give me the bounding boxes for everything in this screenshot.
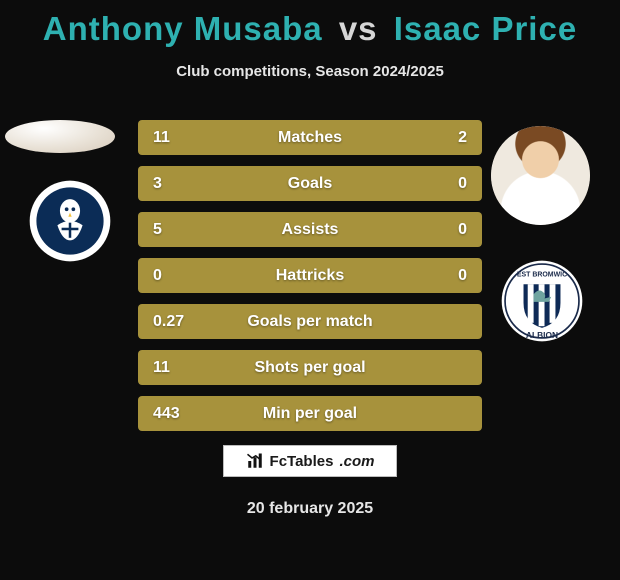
svg-text:EST BROMWIC: EST BROMWIC [517, 272, 567, 279]
stat-value-left: 443 [138, 405, 226, 423]
stat-label: Assists [226, 221, 394, 239]
stat-value-left: 11 [138, 359, 226, 377]
stat-value-right: 0 [394, 267, 482, 285]
stat-label: Goals per match [226, 313, 394, 331]
stat-value-right: 0 [394, 221, 482, 239]
logo-text-main: FcTables [270, 453, 334, 470]
stat-bar: 5Assists0 [138, 212, 482, 247]
stat-value-right: 2 [394, 129, 482, 147]
title: Anthony Musaba vs Isaac Price [0, 10, 620, 48]
subtitle: Club competitions, Season 2024/2025 [0, 63, 620, 80]
stat-value-right: 0 [394, 175, 482, 193]
stat-label: Hattricks [226, 267, 394, 285]
figure-date: 20 february 2025 [0, 500, 620, 518]
stat-bar: 11Shots per goal [138, 350, 482, 385]
stat-bar: 0.27Goals per match [138, 304, 482, 339]
stat-bars: 11Matches23Goals05Assists00Hattricks00.2… [138, 120, 482, 442]
svg-text:ALBION: ALBION [526, 330, 558, 340]
stat-label: Matches [226, 129, 394, 147]
logo-text-dom: .com [339, 453, 374, 470]
stat-value-left: 0 [138, 267, 226, 285]
stat-value-left: 11 [138, 129, 226, 147]
club1-crest [28, 179, 112, 263]
player1-photo [5, 120, 115, 153]
fctables-logo: FcTables .com [223, 445, 397, 477]
title-player2: Isaac Price [394, 10, 577, 47]
bar-chart-icon [246, 452, 264, 470]
player2-photo [491, 126, 590, 225]
club2-crest: EST BROMWIC ALBION [500, 259, 584, 343]
stat-label: Goals [226, 175, 394, 193]
stat-bar: 443Min per goal [138, 396, 482, 431]
stat-label: Min per goal [226, 405, 394, 423]
stat-value-left: 5 [138, 221, 226, 239]
stat-value-left: 0.27 [138, 313, 226, 331]
comparison-figure: Anthony Musaba vs Isaac Price Club compe… [0, 0, 620, 580]
stat-bar: 11Matches2 [138, 120, 482, 155]
stat-bar: 3Goals0 [138, 166, 482, 201]
stat-value-left: 3 [138, 175, 226, 193]
title-vs: vs [339, 10, 378, 47]
title-player1: Anthony Musaba [43, 10, 323, 47]
stat-label: Shots per goal [226, 359, 394, 377]
stat-bar: 0Hattricks0 [138, 258, 482, 293]
